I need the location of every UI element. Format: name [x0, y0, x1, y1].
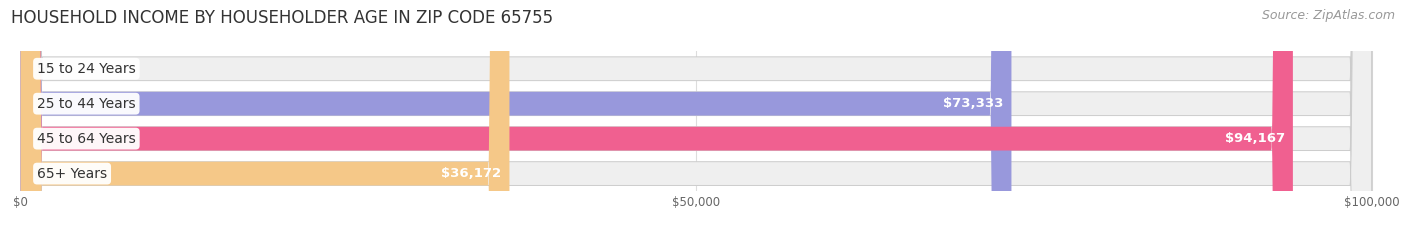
- FancyBboxPatch shape: [21, 0, 1011, 233]
- FancyBboxPatch shape: [21, 0, 1372, 233]
- Text: 25 to 44 Years: 25 to 44 Years: [37, 97, 135, 111]
- FancyBboxPatch shape: [21, 0, 1372, 233]
- Text: 45 to 64 Years: 45 to 64 Years: [37, 132, 136, 146]
- FancyBboxPatch shape: [21, 0, 1372, 233]
- Text: $36,172: $36,172: [441, 167, 502, 180]
- Text: Source: ZipAtlas.com: Source: ZipAtlas.com: [1261, 9, 1395, 22]
- FancyBboxPatch shape: [21, 0, 1294, 233]
- Text: $0: $0: [37, 62, 53, 75]
- Text: $73,333: $73,333: [943, 97, 1004, 110]
- FancyBboxPatch shape: [21, 0, 509, 233]
- FancyBboxPatch shape: [21, 0, 1372, 233]
- Text: 65+ Years: 65+ Years: [37, 167, 107, 181]
- Text: 15 to 24 Years: 15 to 24 Years: [37, 62, 136, 76]
- Text: $94,167: $94,167: [1225, 132, 1285, 145]
- Text: HOUSEHOLD INCOME BY HOUSEHOLDER AGE IN ZIP CODE 65755: HOUSEHOLD INCOME BY HOUSEHOLDER AGE IN Z…: [11, 9, 554, 27]
